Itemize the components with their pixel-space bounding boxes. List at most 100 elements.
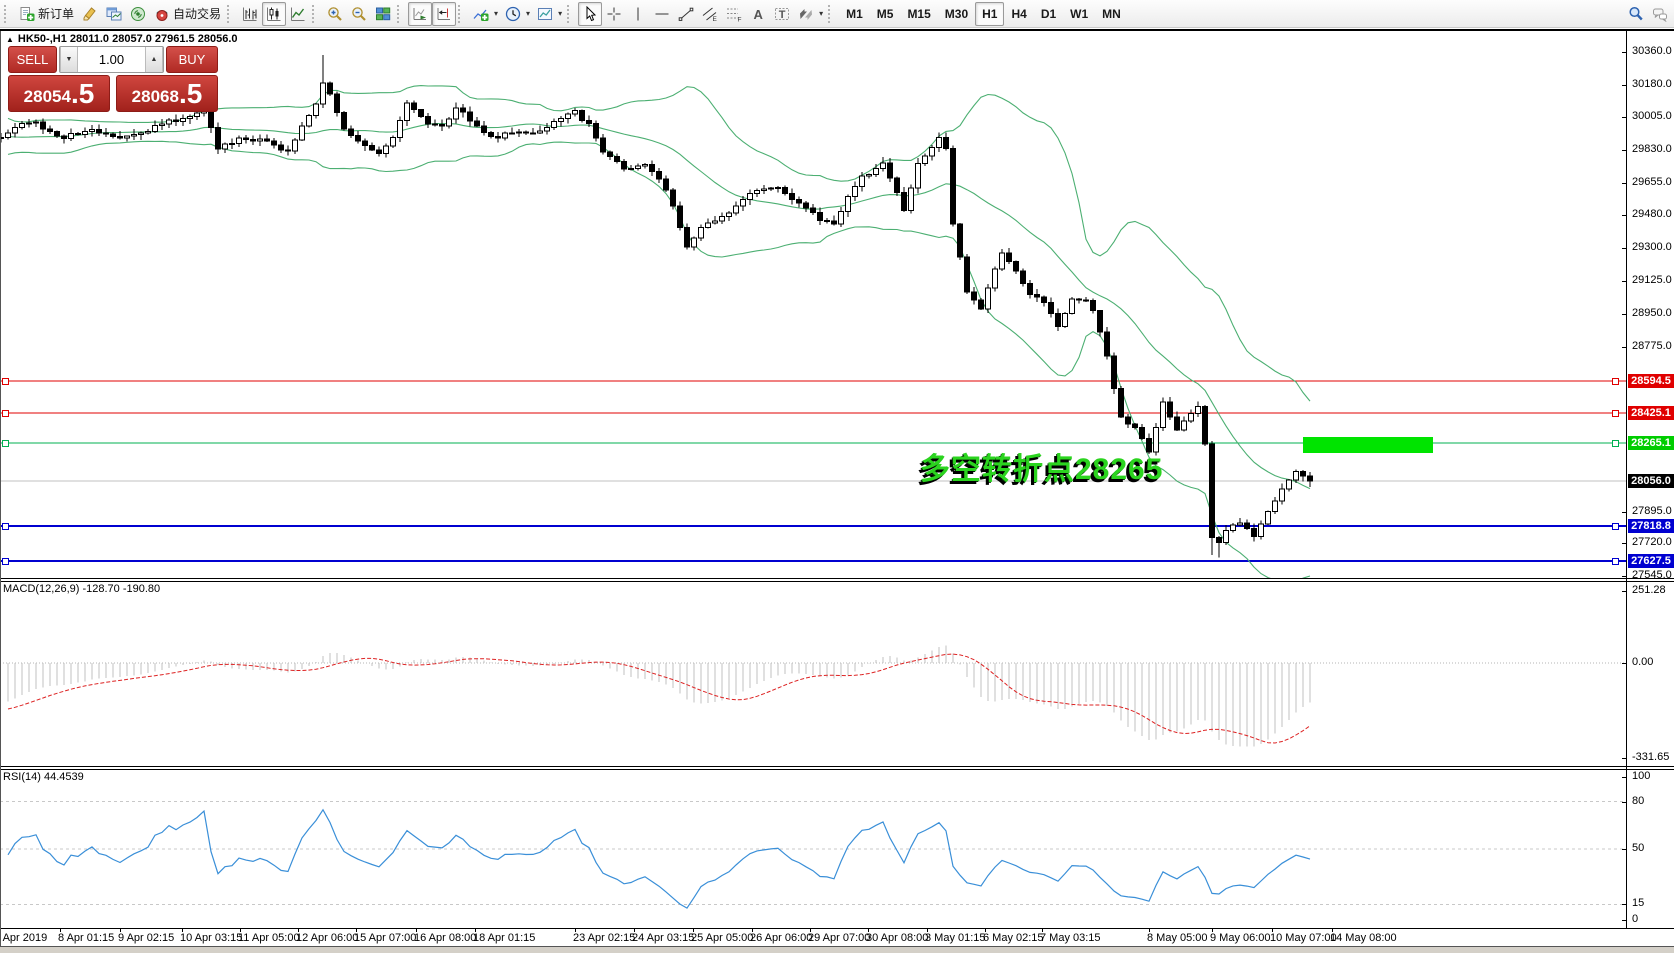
level-selection-handle[interactable] xyxy=(1612,440,1619,447)
candlestick-mode-button[interactable] xyxy=(262,1,287,26)
candle-body xyxy=(152,125,158,133)
candle-body xyxy=(166,119,172,125)
shapes-tool-dropdown-caret[interactable]: ▾ xyxy=(819,9,824,18)
toolbar-grip[interactable] xyxy=(567,4,575,23)
indicators-button[interactable] xyxy=(469,2,493,26)
buy-button[interactable]: BUY xyxy=(166,46,218,73)
panel-divider[interactable] xyxy=(0,581,1674,582)
label-tool-button[interactable]: T xyxy=(770,2,794,26)
panel-divider[interactable] xyxy=(0,578,1674,579)
sell-price-frac: .5 xyxy=(70,78,95,109)
candle-body xyxy=(1055,313,1061,327)
auto-trading-button[interactable]: 自动交易 xyxy=(150,2,225,26)
tf-h4-button[interactable]: H4 xyxy=(1004,2,1033,26)
time-tick-label: 14 May 08:00 xyxy=(1330,932,1397,944)
rsi-indicator-panel[interactable] xyxy=(0,770,1626,928)
volume-input[interactable]: 1.00 xyxy=(78,47,145,72)
profiles-button[interactable] xyxy=(102,2,126,26)
candle-body xyxy=(677,205,683,228)
tf-d1-button[interactable]: D1 xyxy=(1034,2,1063,26)
buy-price-frac: .5 xyxy=(178,78,203,109)
tf-m1-button[interactable]: M1 xyxy=(839,2,870,26)
chat-button[interactable] xyxy=(1648,2,1672,26)
level-selection-handle[interactable] xyxy=(2,410,9,417)
candle-body xyxy=(1097,310,1103,333)
axis-tick-mark xyxy=(1622,591,1626,592)
candle-body xyxy=(1076,298,1082,301)
candle-body xyxy=(1118,388,1124,418)
level-selection-handle[interactable] xyxy=(1612,378,1619,385)
templates-dropdown-caret[interactable]: ▾ xyxy=(558,9,563,18)
fibonacci-tool-button[interactable]: F xyxy=(722,2,746,26)
volume-increase-button[interactable]: ▲ xyxy=(145,47,163,72)
line-chart-mode-button[interactable] xyxy=(286,2,310,26)
chart-shift-button[interactable] xyxy=(432,1,457,26)
macd-indicator-panel[interactable] xyxy=(0,582,1626,766)
toolbar-grip[interactable] xyxy=(828,4,836,23)
highlight-rectangle[interactable] xyxy=(1303,437,1433,453)
styler-button[interactable] xyxy=(78,2,102,26)
level-selection-handle[interactable] xyxy=(2,558,9,565)
time-tick-mark xyxy=(1332,928,1333,932)
panel-divider[interactable] xyxy=(0,766,1674,767)
toolbar-grip[interactable] xyxy=(458,4,466,23)
toolbar-grip[interactable] xyxy=(397,4,405,23)
sell-button[interactable]: SELL xyxy=(8,46,57,73)
buy-price-button[interactable]: 28068.5 xyxy=(116,75,218,112)
toolbar-grip[interactable] xyxy=(4,4,12,23)
toolbar-grip[interactable] xyxy=(227,4,235,23)
bar-chart-mode-button[interactable] xyxy=(238,2,262,26)
new-order-button[interactable]: 新订单 xyxy=(15,2,78,26)
indicators-dropdown-caret[interactable]: ▾ xyxy=(494,9,499,18)
price-tick-label: 27720.0 xyxy=(1632,536,1672,548)
crosshair-tool-button[interactable] xyxy=(602,2,626,26)
level-selection-handle[interactable] xyxy=(2,440,9,447)
text-tool-button[interactable]: A xyxy=(746,2,770,26)
shapes-tool-button[interactable] xyxy=(794,2,818,26)
market-signals-button[interactable] xyxy=(126,2,150,26)
price-chart[interactable] xyxy=(0,31,1626,578)
tf-h1-button[interactable]: H1 xyxy=(975,1,1005,26)
candle-body xyxy=(1188,413,1194,422)
zoom-out-button[interactable] xyxy=(347,2,371,26)
toolbar-grip[interactable] xyxy=(312,4,320,23)
collapse-triangle-icon[interactable]: ▲ xyxy=(6,35,14,44)
tf-mn-button[interactable]: MN xyxy=(1095,2,1128,26)
tf-m30-label: M30 xyxy=(944,6,969,21)
tf-m5-button[interactable]: M5 xyxy=(870,2,901,26)
candle-body xyxy=(670,189,676,207)
search-button[interactable] xyxy=(1624,2,1648,26)
macd-tick-label: 251.28 xyxy=(1632,584,1666,596)
candle-body xyxy=(684,226,690,248)
price-tick-label: 27895.0 xyxy=(1632,505,1672,517)
time-tick-mark xyxy=(182,928,183,932)
periods-dropdown-caret[interactable]: ▾ xyxy=(526,9,531,18)
svg-text:T: T xyxy=(779,9,786,21)
hline-tool-button[interactable] xyxy=(650,2,674,26)
panel-divider[interactable] xyxy=(0,769,1674,770)
periods-button[interactable] xyxy=(501,2,525,26)
level-selection-handle[interactable] xyxy=(1612,410,1619,417)
volume-decrease-button[interactable]: ▼ xyxy=(60,47,78,72)
candle-body xyxy=(19,122,25,128)
tf-w1-button[interactable]: W1 xyxy=(1063,2,1095,26)
level-selection-handle[interactable] xyxy=(2,523,9,530)
candle-body xyxy=(992,268,998,289)
cursor-tool-button[interactable] xyxy=(578,1,603,26)
auto-scroll-icon xyxy=(412,6,428,22)
tile-windows-button[interactable] xyxy=(371,2,395,26)
zoom-in-button[interactable] xyxy=(323,2,347,26)
candle-body xyxy=(82,131,88,135)
tf-m15-button[interactable]: M15 xyxy=(900,2,937,26)
tf-m30-button[interactable]: M30 xyxy=(938,2,975,26)
channel-tool-button[interactable]: E xyxy=(698,2,722,26)
level-selection-handle[interactable] xyxy=(2,378,9,385)
auto-scroll-button[interactable] xyxy=(408,1,433,26)
level-selection-handle[interactable] xyxy=(1612,558,1619,565)
chart-annotation-text[interactable]: 多空转折点28265 xyxy=(920,453,1164,486)
templates-button[interactable] xyxy=(533,2,557,26)
trendline-tool-button[interactable] xyxy=(674,2,698,26)
level-selection-handle[interactable] xyxy=(1612,523,1619,530)
sell-price-button[interactable]: 28054.5 xyxy=(8,75,110,112)
vline-tool-button[interactable] xyxy=(626,2,650,26)
